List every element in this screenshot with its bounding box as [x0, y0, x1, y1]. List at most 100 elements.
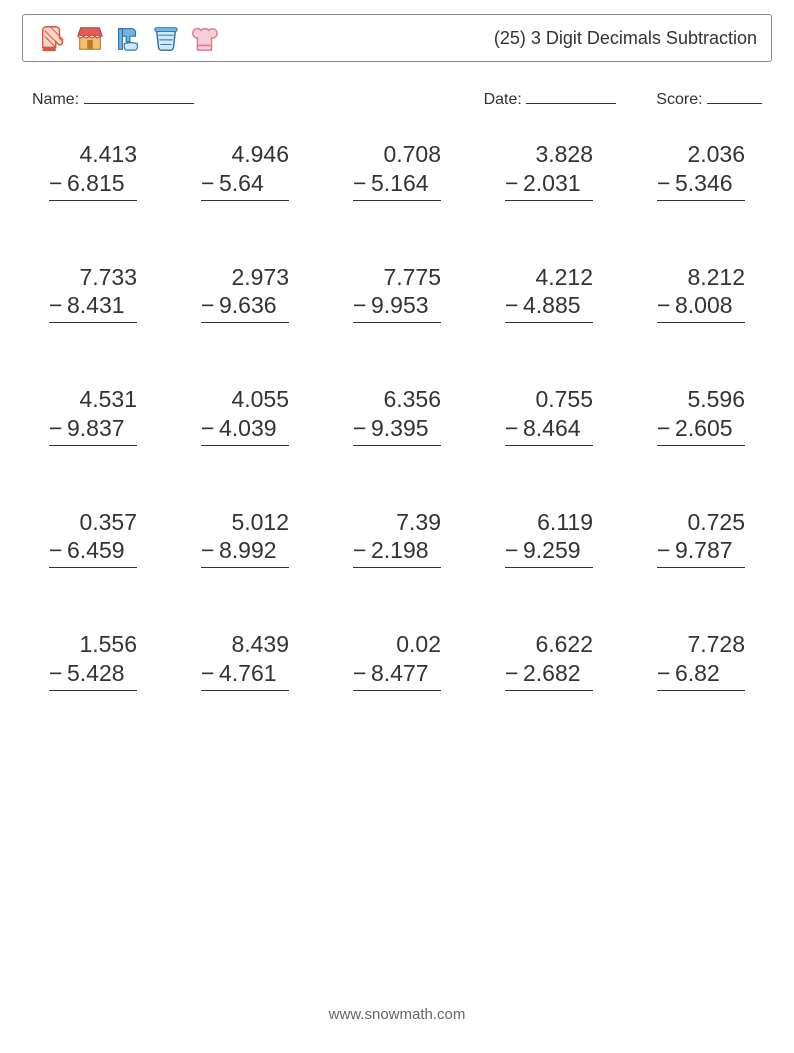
operator: − [657, 169, 675, 198]
header-icons [37, 23, 219, 53]
operator: − [505, 169, 523, 198]
operator: − [505, 659, 523, 688]
subtrahend-row: −8.008 [657, 291, 745, 323]
operator: − [505, 291, 523, 320]
mixer-icon [113, 23, 143, 53]
operator: − [49, 291, 67, 320]
minuend: 7.733 [49, 263, 137, 292]
subtrahend-row: −9.837 [49, 414, 137, 446]
footer-text: www.snowmath.com [329, 1006, 466, 1023]
operator: − [353, 291, 371, 320]
operator: − [657, 659, 675, 688]
date-field: Date: [484, 90, 617, 109]
problem: 4.055−4.039 [174, 385, 316, 446]
footer: www.snowmath.com [0, 1006, 794, 1023]
problem: 8.212−8.008 [630, 263, 772, 324]
subtrahend: 4.885 [523, 291, 593, 320]
problem-block: 7.775−9.953 [353, 263, 441, 324]
problem-block: 4.531−9.837 [49, 385, 137, 446]
subtrahend-row: −4.885 [505, 291, 593, 323]
subtrahend: 9.636 [219, 291, 289, 320]
problem-block: 6.356−9.395 [353, 385, 441, 446]
minuend: 5.012 [201, 508, 289, 537]
minuend: 0.357 [49, 508, 137, 537]
problem: 2.973−9.636 [174, 263, 316, 324]
problem: 0.725−9.787 [630, 508, 772, 569]
minuend: 7.775 [353, 263, 441, 292]
subtrahend-row: −2.198 [353, 536, 441, 568]
problem-block: 4.946−5.64 [201, 140, 289, 201]
operator: − [201, 291, 219, 320]
problem: 8.439−4.761 [174, 630, 316, 691]
subtrahend-row: −8.464 [505, 414, 593, 446]
problem: 6.119−9.259 [478, 508, 620, 569]
problem-block: 7.728−6.82 [657, 630, 745, 691]
subtrahend-row: −5.64 [201, 169, 289, 201]
operator: − [657, 536, 675, 565]
minuend: 3.828 [505, 140, 593, 169]
name-line [84, 90, 194, 104]
subtrahend-row: −2.605 [657, 414, 745, 446]
problem: 6.622−2.682 [478, 630, 620, 691]
operator: − [49, 659, 67, 688]
problem-block: 8.439−4.761 [201, 630, 289, 691]
operator: − [657, 291, 675, 320]
operator: − [201, 659, 219, 688]
subtrahend: 6.82 [675, 659, 745, 688]
subtrahend: 5.164 [371, 169, 441, 198]
subtrahend-row: −2.682 [505, 659, 593, 691]
date-line [526, 90, 616, 104]
info-row: Name: Date: Score: [32, 90, 762, 109]
minuend: 5.596 [657, 385, 745, 414]
operator: − [201, 414, 219, 443]
header-box: (25) 3 Digit Decimals Subtraction [22, 14, 772, 62]
oven-mitt-icon [37, 23, 67, 53]
problem: 6.356−9.395 [326, 385, 468, 446]
problem: 7.733−8.431 [22, 263, 164, 324]
minuend: 0.755 [505, 385, 593, 414]
subtrahend: 9.953 [371, 291, 441, 320]
operator: − [353, 536, 371, 565]
subtrahend: 9.395 [371, 414, 441, 443]
subtrahend-row: −5.164 [353, 169, 441, 201]
subtrahend: 8.008 [675, 291, 745, 320]
minuend: 4.413 [49, 140, 137, 169]
problem: 4.212−4.885 [478, 263, 620, 324]
subtrahend: 8.992 [219, 536, 289, 565]
operator: − [505, 536, 523, 565]
subtrahend: 4.039 [219, 414, 289, 443]
subtrahend-row: −6.459 [49, 536, 137, 568]
minuend: 8.212 [657, 263, 745, 292]
problem: 0.708−5.164 [326, 140, 468, 201]
subtrahend-row: −2.031 [505, 169, 593, 201]
chef-hat-icon [189, 23, 219, 53]
operator: − [505, 414, 523, 443]
subtrahend-row: −9.259 [505, 536, 593, 568]
problem: 0.357−6.459 [22, 508, 164, 569]
shop-icon [75, 23, 105, 53]
subtrahend: 5.346 [675, 169, 745, 198]
subtrahend: 8.464 [523, 414, 593, 443]
subtrahend: 2.682 [523, 659, 593, 688]
subtrahend: 5.428 [67, 659, 137, 688]
minuend: 4.212 [505, 263, 593, 292]
problem-block: 4.055−4.039 [201, 385, 289, 446]
problem: 5.596−2.605 [630, 385, 772, 446]
subtrahend-row: −9.953 [353, 291, 441, 323]
subtrahend-row: −9.395 [353, 414, 441, 446]
problem-block: 2.036−5.346 [657, 140, 745, 201]
problem-block: 0.725−9.787 [657, 508, 745, 569]
minuend: 1.556 [49, 630, 137, 659]
problem: 5.012−8.992 [174, 508, 316, 569]
problem-block: 7.39−2.198 [353, 508, 441, 569]
problem-block: 6.119−9.259 [505, 508, 593, 569]
subtrahend: 6.459 [67, 536, 137, 565]
subtrahend-row: −4.039 [201, 414, 289, 446]
operator: − [49, 169, 67, 198]
problem-block: 3.828−2.031 [505, 140, 593, 201]
subtrahend: 4.761 [219, 659, 289, 688]
subtrahend: 5.64 [219, 169, 289, 198]
subtrahend: 9.259 [523, 536, 593, 565]
subtrahend-row: −8.431 [49, 291, 137, 323]
operator: − [353, 659, 371, 688]
